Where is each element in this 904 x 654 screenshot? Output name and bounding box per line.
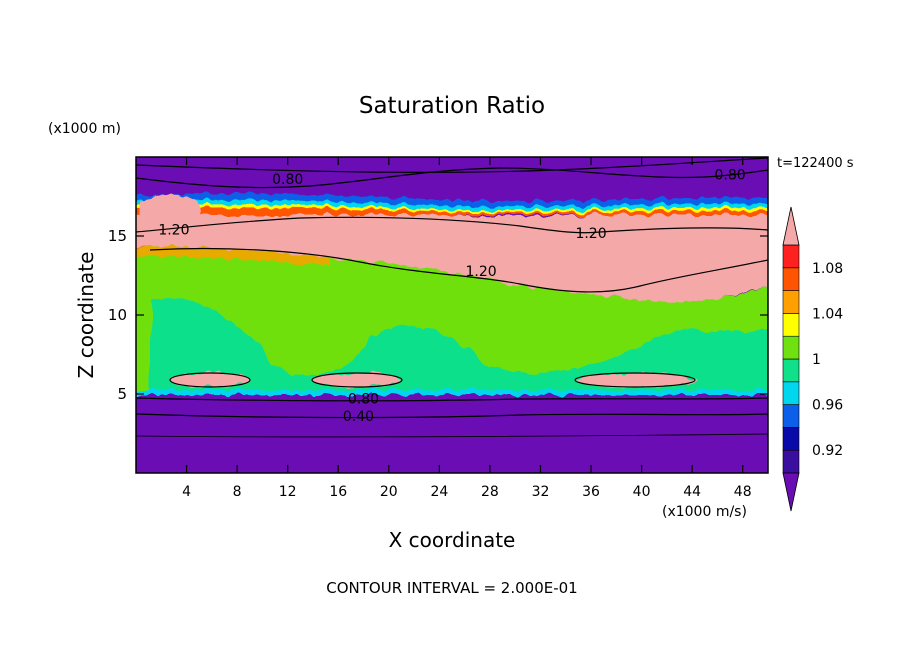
colorbar-bin [782, 313, 800, 337]
contour-label: 1.20 [465, 264, 496, 280]
plot-area: 0.80 0.801.20 1.201.200.800.40 [136, 157, 768, 473]
x-tick-label: 32 [532, 484, 550, 500]
colorbar-bin [782, 290, 800, 314]
x-tick-label: 36 [582, 484, 600, 500]
contour-lowest [136, 433, 768, 438]
field-low-patch-3 [575, 373, 695, 387]
field-low-patch-1 [170, 373, 250, 387]
x-axis-ticks: 4 8 12 16 20 24 28 32 36 40 44 48 [182, 157, 752, 500]
colorbar-bin [782, 427, 800, 451]
contour-low-patch-1 [169, 372, 251, 388]
field-layers [136, 157, 768, 473]
colorbar-bin [782, 358, 800, 383]
colorbar-under-arrow [782, 472, 800, 512]
chart-title: Saturation Ratio [359, 93, 545, 119]
footer-contour-interval: CONTOUR INTERVAL = 2.000E-01 [326, 579, 577, 597]
colorbar-bin [782, 244, 800, 269]
contour-0.80-upper-2 [136, 157, 768, 174]
contour-1.20-lower [149, 247, 768, 293]
contour-label: 1.20 [158, 223, 189, 239]
colorbar-label: 1.08 [812, 261, 843, 277]
colorbar-label: 1.04 [812, 306, 843, 322]
field-cap-bulge [140, 194, 201, 228]
colorbar-labels: 1.08 1.04 1 0.96 0.92 [812, 261, 843, 459]
x-tick-label: 4 [182, 484, 191, 500]
x-axis-label: X coordinate [389, 528, 516, 552]
contour-0.80-lower [136, 397, 768, 402]
x-tick-label: 28 [481, 484, 499, 500]
y-tick-label: 15 [108, 227, 127, 245]
contour-0.40 [136, 413, 768, 419]
field-low-patch-2 [312, 373, 402, 387]
colorbar-bin [782, 335, 800, 360]
contour-0.80-upper [136, 167, 768, 189]
contour-label: 0.80 [348, 392, 379, 408]
y-tick-label: 10 [108, 306, 127, 324]
contour-low-patch-3 [574, 372, 696, 388]
x-tick-label: 8 [233, 484, 242, 500]
y-unit-label: (x1000 m) [48, 121, 121, 137]
field-cloud-base [136, 390, 768, 396]
x-tick-label: 24 [430, 484, 448, 500]
x-tick-label: 20 [380, 484, 398, 500]
colorbar-label: 0.96 [812, 398, 843, 414]
colorbar [782, 206, 800, 512]
contour-1.20-upper [136, 216, 768, 234]
colorbar-bin [782, 404, 800, 428]
colorbar-label: 0.92 [812, 443, 843, 459]
field-cap-gradient-4 [136, 207, 768, 215]
x-tick-label: 12 [279, 484, 297, 500]
x-tick-label: 16 [329, 484, 347, 500]
colorbar-bin [782, 449, 800, 474]
contour-labels: 0.80 0.801.20 1.201.200.800.40 [158, 167, 745, 425]
x-tick-label: 48 [734, 484, 752, 500]
contour-label: 1.20 [575, 226, 606, 242]
colorbar-label: 1 [812, 352, 821, 368]
y-axis-label: Z coordinate [74, 252, 98, 379]
y-axis-ticks: 5 10 15 [108, 227, 768, 403]
x-unit-label: (x1000 m/s) [662, 504, 747, 520]
field-cloud-layer [136, 242, 768, 392]
y-tick-label: 5 [117, 385, 127, 403]
colorbar-bin [782, 267, 800, 291]
field-lower-dry-layer [136, 395, 768, 473]
x-tick-label: 44 [683, 484, 701, 500]
contour-label: 0.40 [343, 409, 374, 425]
field-supersaturated-band [136, 208, 768, 303]
contour-label: 0.80 [272, 172, 303, 188]
colorbar-over-arrow [782, 206, 800, 246]
colorbar-bin [782, 381, 800, 405]
contour-lines [136, 157, 768, 438]
field-moist-edge [136, 246, 330, 266]
field-saturated-patches [150, 298, 768, 392]
time-label: t=122400 s [777, 156, 854, 171]
contour-low-patch-2 [311, 372, 403, 388]
x-tick-label: 40 [633, 484, 651, 500]
contour-label: 0.80 [714, 167, 745, 183]
